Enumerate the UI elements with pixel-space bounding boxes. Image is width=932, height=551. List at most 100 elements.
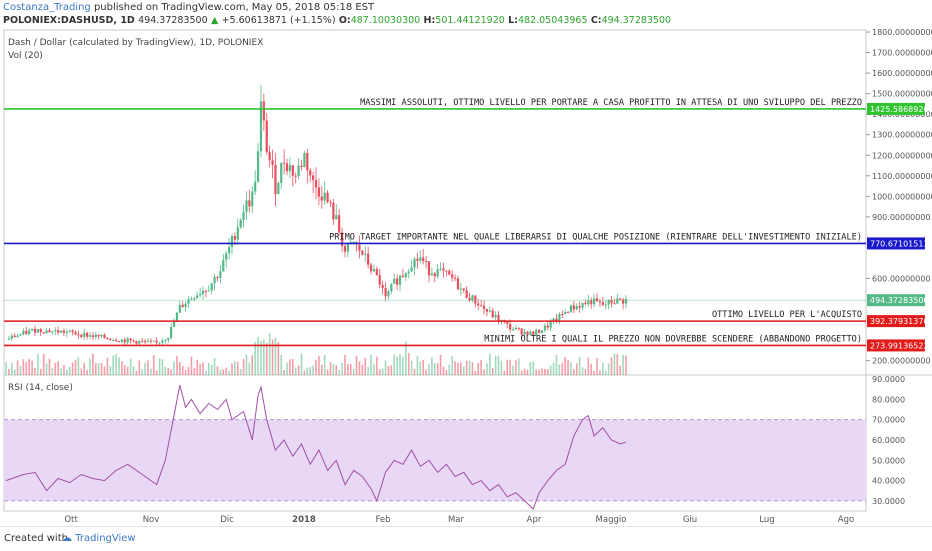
candle-body	[77, 334, 80, 336]
candle-body	[474, 295, 477, 304]
candle-body	[120, 339, 123, 342]
candle-body	[280, 162, 283, 183]
volume-bar	[454, 361, 456, 375]
candle-body	[68, 330, 71, 332]
high-value: 501.44121920	[435, 15, 505, 26]
rsi-tick-label: 50.0000	[872, 456, 905, 465]
candle-body	[242, 211, 245, 220]
candle-body	[216, 277, 219, 279]
volume-bar	[549, 365, 552, 375]
volume-bar	[8, 368, 10, 375]
level-price-label-4: 273.99136522	[870, 341, 929, 350]
volume-bar	[315, 360, 317, 375]
volume-bar	[141, 369, 143, 375]
candle-body	[297, 165, 300, 176]
candle-body	[462, 288, 465, 291]
low-label: L:	[508, 15, 518, 26]
volume-bar	[144, 362, 146, 375]
candle-body	[558, 313, 561, 322]
volume-bar	[294, 367, 297, 375]
volume-bar	[532, 361, 535, 375]
volume-bar	[523, 368, 526, 375]
volume-bar	[344, 354, 346, 375]
high-label: H:	[423, 15, 436, 26]
volume-bar	[323, 354, 326, 375]
candle-body	[459, 288, 462, 290]
candle-body	[39, 329, 42, 333]
volume-bar	[396, 356, 398, 375]
candle-body	[312, 175, 315, 181]
candle-body	[291, 165, 294, 176]
candle-body	[114, 339, 118, 342]
candle-body	[88, 335, 92, 337]
volume-bar	[103, 366, 106, 375]
volume-bar	[34, 367, 36, 375]
level-annotation-1: MASSIMI ASSOLUTI, OTTIMO LIVELLO PER POR…	[360, 98, 862, 108]
candle-body	[422, 257, 425, 262]
candle-body	[552, 318, 555, 322]
volume-bar	[491, 367, 494, 375]
candle-body	[187, 299, 190, 304]
candle-body	[569, 305, 573, 313]
candle-body	[537, 329, 541, 333]
candle-body	[593, 298, 596, 305]
volume-bar	[286, 362, 288, 375]
volume-bar	[239, 368, 242, 375]
candle-body	[320, 196, 323, 201]
candle-body	[468, 297, 471, 301]
volume-bar	[150, 368, 152, 375]
candle-body	[100, 334, 103, 337]
volume-bar	[16, 360, 19, 375]
volume-bar	[28, 358, 30, 375]
candle-body	[262, 101, 265, 121]
candle-body	[317, 187, 320, 197]
volume-bar	[318, 356, 320, 375]
low-value: 482.05043965	[517, 15, 588, 26]
candle-body	[42, 332, 45, 334]
candle-body	[598, 301, 602, 303]
x-tick-label: Giu	[683, 515, 697, 525]
candle-body	[245, 200, 248, 212]
volume-bar	[538, 369, 540, 375]
volume-bar	[381, 368, 384, 375]
tradingview-logo[interactable]: ☁ TradingView	[62, 533, 136, 544]
candle-body	[16, 335, 19, 338]
volume-bar	[529, 362, 532, 375]
volume-bar	[129, 358, 132, 375]
candle-body	[448, 270, 451, 275]
candle-body	[59, 330, 63, 333]
candle-body	[442, 268, 445, 271]
candle-body	[106, 337, 109, 339]
volume-bar	[289, 359, 291, 375]
candle-body	[619, 298, 622, 300]
symbol-label: POLONIEX:DASHUSD, 1D	[3, 15, 135, 26]
x-tick-label: Ott	[64, 515, 78, 525]
volume-bar	[115, 354, 117, 375]
volume-bar	[158, 358, 161, 375]
level-price-tag-2	[867, 237, 925, 250]
last-price-label: 494.37283500	[870, 296, 929, 305]
price-tick-label: 1800.00000000	[872, 28, 932, 37]
volume-bar	[71, 362, 74, 375]
candle-body	[65, 331, 68, 333]
volume-bar	[486, 363, 488, 375]
chart-canvas[interactable]: Dash / Dollar (calculated by TradingView…	[0, 0, 932, 526]
close-value: 494.37283500	[601, 15, 672, 26]
change-value: +5.60613871 (+1.15%)	[221, 15, 336, 26]
candle-body	[236, 227, 239, 240]
volume-bar	[520, 370, 523, 375]
author-link[interactable]: Costanza_Trading	[3, 2, 91, 13]
volume-bar	[42, 353, 45, 375]
volume-bar	[387, 366, 390, 375]
candle-body	[436, 269, 439, 277]
candle-body	[86, 332, 89, 337]
open-value: 487.10030300	[350, 15, 421, 26]
volume-bar	[80, 368, 83, 375]
volume-bar	[271, 339, 274, 375]
candle-body	[184, 303, 187, 308]
rsi-label: RSI (14, close)	[8, 383, 73, 393]
volume-bar	[231, 363, 233, 375]
volume-bar	[613, 353, 616, 375]
volume-bar	[170, 369, 172, 375]
price-tick-label: 1300.00000000	[872, 131, 932, 140]
